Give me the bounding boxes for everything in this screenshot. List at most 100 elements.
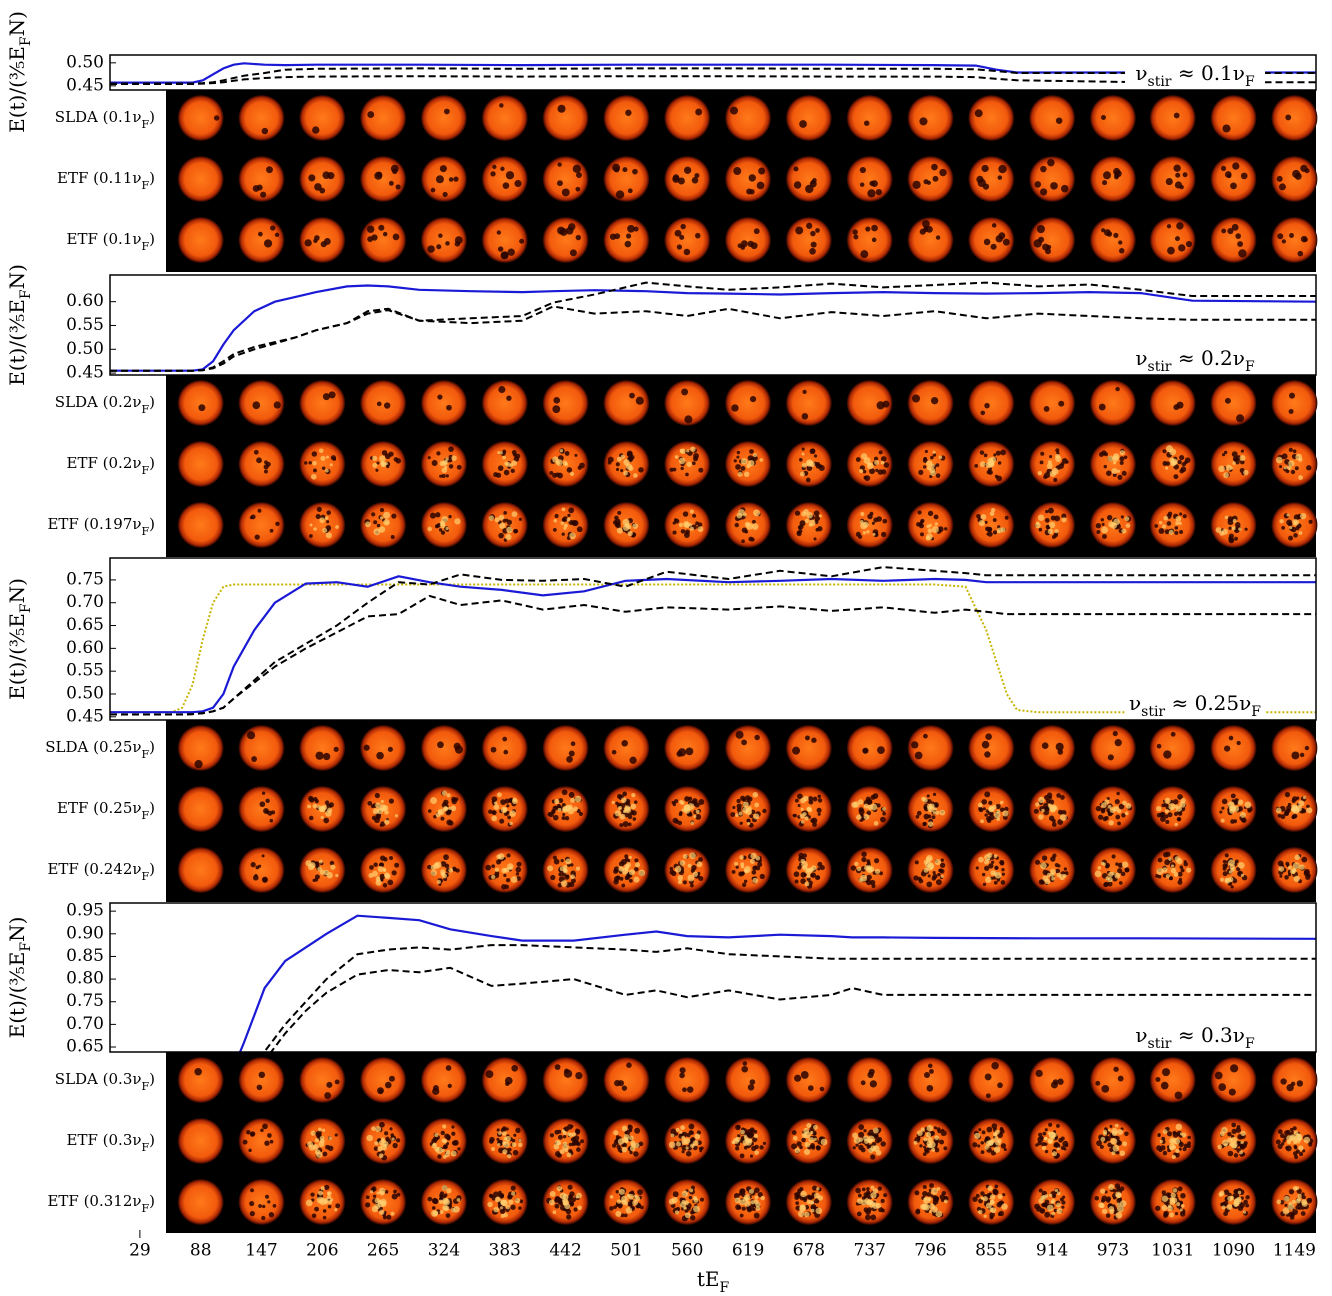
vortex [1114,174,1119,180]
vortex [1101,1195,1108,1202]
vortex [932,1196,938,1201]
bright-spot [1117,1128,1124,1136]
bright-spot [674,455,679,459]
bright-spot [875,1202,882,1209]
vortex [552,814,559,821]
vortex [794,510,801,516]
vortex [1284,875,1289,880]
bright-spot [1107,455,1114,462]
vortex [1172,799,1179,805]
vortex [391,870,397,876]
bright-spot [674,1210,679,1215]
bright-spot [518,1138,522,1143]
vortex [635,396,644,405]
vortex [1221,798,1228,805]
vortex [865,226,871,232]
vortex [932,870,936,875]
bright-spot [451,455,457,461]
vortex [800,878,806,884]
vortex [437,394,443,400]
vortex [614,522,620,528]
vortex [1300,1211,1306,1216]
vortex [457,1147,461,1151]
vortex [1157,857,1163,863]
vortex [507,815,512,820]
y-tick-label: 0.45 [66,706,104,726]
vortex [1106,514,1113,521]
bright-spot [1300,513,1307,520]
bright-spot [692,871,699,877]
vortex [1054,515,1061,522]
series-line [262,944,1316,1052]
bright-spot [689,526,694,531]
bright-spot [1237,1190,1242,1195]
bright-spot [1302,795,1307,800]
bright-spot [755,1206,761,1211]
bright-spot [805,868,812,875]
vortex [554,1129,560,1135]
vortex [1228,1088,1236,1096]
bright-spot [755,1202,761,1208]
vortex [1174,1091,1183,1100]
bright-spot [870,1192,877,1199]
vortex [1040,188,1048,196]
vortex [500,251,509,260]
bright-spot [1239,811,1246,818]
vortex [679,234,685,240]
vortex [1101,450,1107,456]
bright-spot [1286,1140,1292,1145]
vortex [681,1150,685,1154]
bright-spot [872,1188,879,1194]
vortex [365,1202,371,1208]
vortex [561,816,566,820]
bright-spot [498,514,505,521]
bright-spot [1230,466,1234,470]
vortex [810,1204,817,1210]
vortex [367,111,375,119]
density-frame [846,725,893,771]
vortex [626,1062,632,1069]
bright-spot [1232,518,1237,523]
bright-spot [1291,804,1298,810]
bright-spot [1156,806,1162,812]
vortex [1124,1131,1129,1137]
bright-spot [853,801,860,808]
vortex [374,171,383,180]
vortex [390,1133,395,1137]
vortex [691,177,699,184]
vortex [974,464,979,468]
bright-spot [376,1191,380,1195]
y-tick-label: 0.80 [66,969,104,989]
vortex [1160,816,1166,822]
bright-spot [1171,1154,1176,1159]
bright-spot [621,1146,628,1153]
vortex [803,872,807,877]
vortex [673,518,678,522]
bright-spot [1169,1137,1177,1145]
bright-spot [312,461,317,466]
text-part: F [1251,704,1261,720]
vortex [972,1142,978,1148]
vortex [1061,458,1068,464]
vortex [735,730,744,739]
text-part: ) [149,1192,155,1210]
bright-spot [933,807,937,811]
bright-spot [1162,1129,1168,1134]
bright-spot [511,511,518,518]
density-frame [907,217,954,263]
bright-spot [1295,453,1303,461]
bright-spot [614,810,622,817]
vortex [749,814,754,819]
vortex [194,1067,202,1076]
vortex [817,867,821,871]
vortex [328,802,335,808]
vortex [1276,175,1283,182]
density-frame [664,156,711,202]
density-frame [664,725,711,771]
bright-spot [681,1190,689,1197]
vortex [1178,244,1186,252]
density-frame [360,725,407,771]
bright-spot [1000,527,1006,533]
vortex [1180,1193,1186,1199]
